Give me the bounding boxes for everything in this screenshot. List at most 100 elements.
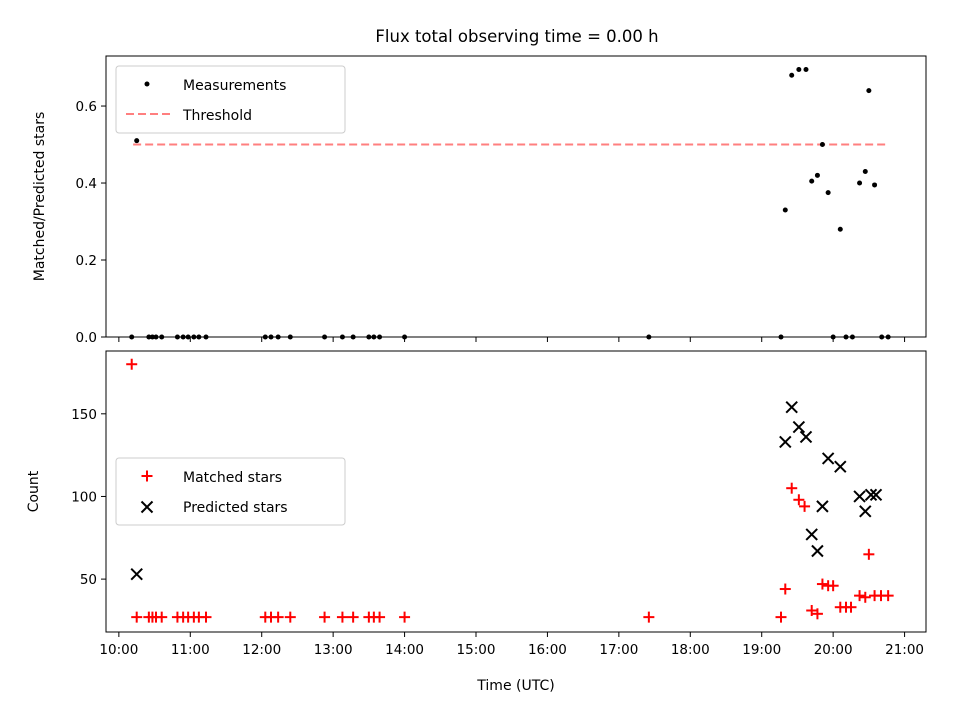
y-tick-label: 0.4 (76, 176, 97, 192)
legend-predicted-marker (140, 500, 154, 514)
x-tick-label: 12:00 (242, 642, 281, 658)
matched-star-point (816, 578, 828, 590)
predicted-star-point (834, 460, 847, 473)
predicted-star-point (853, 490, 866, 503)
predicted-star-point-b (869, 488, 883, 502)
measurement-point (782, 207, 788, 213)
measurement-point (134, 138, 140, 144)
y-axis-label: Count (26, 470, 42, 512)
predicted-star-point-b (816, 500, 829, 513)
predicted-star-point (785, 400, 798, 414)
measurement-point (857, 180, 863, 186)
matched-star-point (859, 591, 871, 603)
matched-star-point (399, 611, 411, 623)
predicted-star-point (821, 452, 835, 465)
matched-star-point (284, 611, 296, 623)
matched-star-point (793, 494, 805, 506)
x-tick-label: 10:00 (99, 642, 138, 658)
measurement-point (789, 72, 795, 78)
predicted-star-point-b (834, 460, 847, 473)
top-panel: 0.0 0.2 0.4 0.6 Matched/Predicted stars Measu… (32, 55, 927, 346)
matched-star-point (200, 611, 212, 623)
legend-matched-label: Matched stars (183, 470, 282, 486)
predicted-star-point (864, 488, 878, 502)
y-tick-label: 0.6 (76, 99, 97, 115)
x-tick-label: 18:00 (671, 642, 710, 658)
matched-star-point (126, 358, 138, 370)
predicted-star-point-b (785, 400, 798, 414)
predicted-star-point (792, 420, 806, 434)
x-tick-label: 20:00 (814, 642, 853, 658)
x-tick-label: 13:00 (314, 642, 353, 658)
matched-star-point (775, 611, 787, 623)
y-tick-label: 50 (80, 572, 97, 588)
matched-star-point (643, 611, 655, 623)
matched-star-point (845, 601, 857, 613)
matched-star-point (319, 611, 331, 623)
predicted-star-point (816, 500, 829, 513)
y-tick-label: 0.0 (76, 330, 97, 346)
predicted-star-point-b (130, 567, 143, 581)
measurement-point (814, 172, 820, 178)
measurement-point (862, 168, 868, 174)
y-tick-label: 150 (71, 407, 97, 423)
predicted-star-point-b (821, 452, 835, 465)
predicted-star-point (811, 544, 824, 558)
matched-star-point (272, 611, 284, 623)
matched-star-point (806, 605, 818, 617)
measurement-point (837, 226, 843, 232)
matched-star-point (131, 611, 143, 623)
legend-matched-marker (141, 470, 153, 482)
x-tick-label: 15:00 (457, 642, 496, 658)
predicted-star-point-b (811, 544, 824, 558)
measurement-point (872, 182, 878, 188)
matched-star-point (863, 548, 875, 560)
predicted-star-point (805, 528, 818, 541)
matched-star-point (854, 590, 866, 602)
predicted-star-point (859, 505, 872, 518)
matched-star-point (347, 611, 359, 623)
matched-star-point (374, 611, 386, 623)
legend-measurements-label: Measurements (183, 78, 286, 94)
legend-predicted-marker-b (140, 500, 154, 514)
predicted-star-point-b (864, 488, 878, 502)
predicted-star-point-b (853, 490, 866, 503)
matched-star-point (336, 611, 348, 623)
predicted-star-point (779, 435, 792, 449)
figure-title: Flux total observing time = 0.00 h (375, 27, 658, 46)
measurement-point (809, 178, 815, 184)
y-tick-label: 100 (71, 489, 97, 505)
x-tick-label: 17:00 (599, 642, 638, 658)
matched-star-point (779, 583, 791, 595)
measurement-point (796, 66, 802, 72)
x-tick-label: 21:00 (885, 642, 924, 658)
measurement-point (866, 88, 872, 94)
bottom-panel: 10:00 11:00 12:00 13:00 14:00 15:00 16:00 17:00… (26, 350, 927, 694)
predicted-star-point-b (799, 430, 813, 444)
axes-frame (105, 350, 927, 633)
predicted-star-point-b (792, 420, 806, 434)
measurement-point (825, 190, 831, 196)
matched-star-point (811, 608, 823, 620)
matched-star-point (827, 580, 839, 592)
legend-box (115, 457, 346, 526)
axes-frame (105, 55, 927, 338)
predicted-star-point (869, 488, 883, 502)
measurement-point (819, 142, 825, 148)
y-axis-label: Matched/Predicted stars (32, 112, 48, 282)
measurement-point (803, 66, 809, 72)
x-axis-label: Time (UTC) (476, 678, 554, 694)
legend-threshold-label: Threshold (182, 108, 252, 124)
predicted-star-point-b (859, 505, 872, 518)
y-tick-label: 0.2 (76, 253, 97, 269)
matched-star-point (799, 500, 811, 512)
predicted-star-point (130, 567, 143, 581)
x-tick-label: 11:00 (171, 642, 210, 658)
x-tick-label: 16:00 (528, 642, 567, 658)
matched-star-point (786, 482, 798, 494)
legend-measurements-marker (144, 81, 150, 87)
x-tick-label: 14:00 (385, 642, 424, 658)
matched-star-point (156, 611, 168, 623)
legend-predicted-label: Predicted stars (183, 500, 288, 516)
